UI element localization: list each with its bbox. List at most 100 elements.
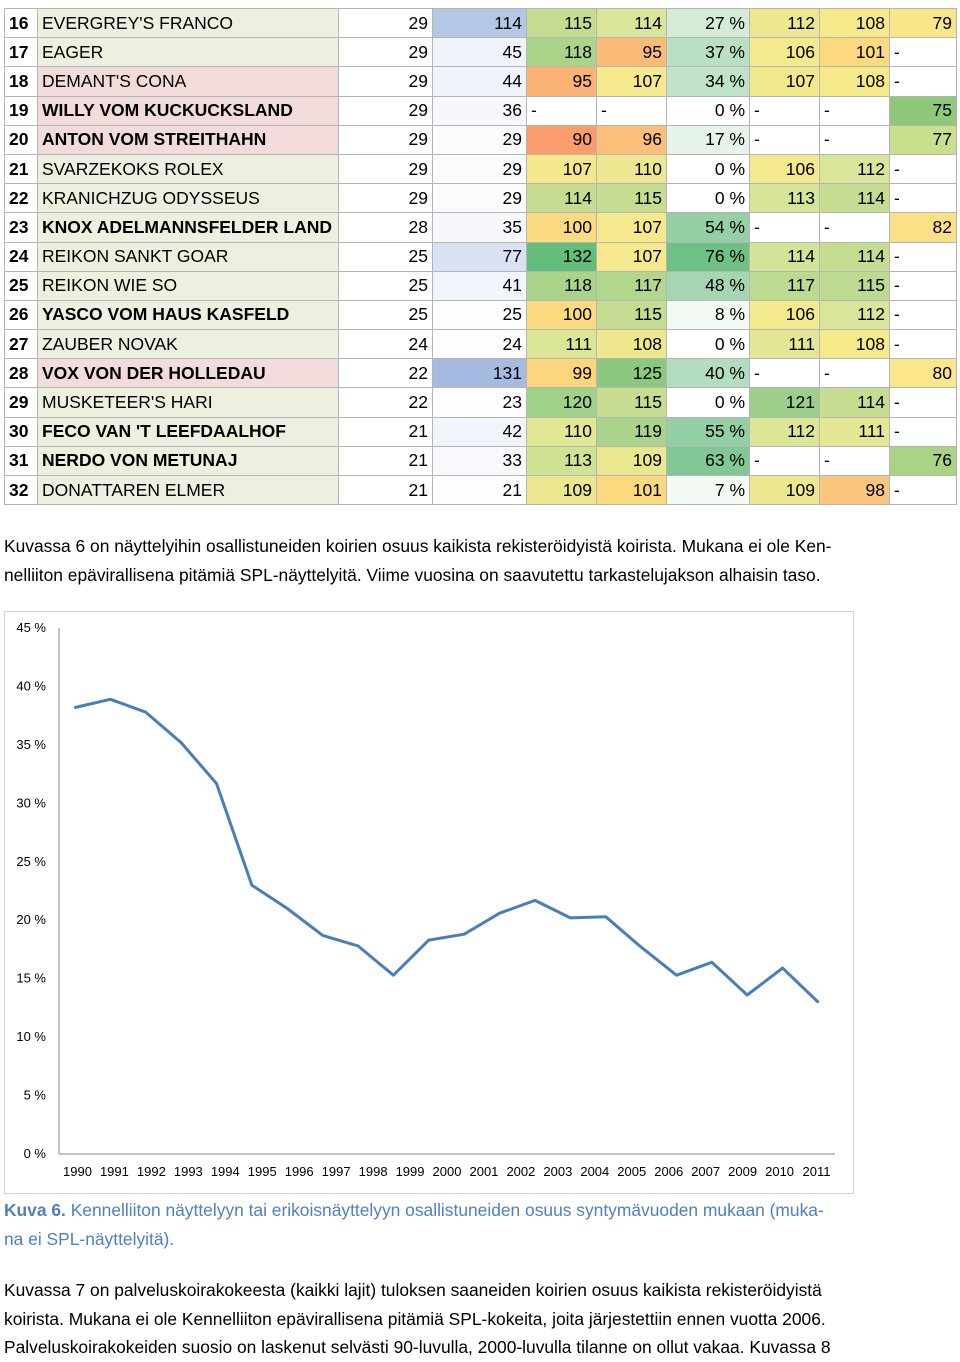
value-cell: 82 [889,212,957,243]
rank-cell: 31 [4,445,38,477]
para1-line1: Kuvassa 6 on näyttelyihin osallistuneide… [4,536,832,556]
percent-cell: 63 % [666,445,750,477]
rank-cell: 16 [4,7,38,39]
percent-cell: 0 % [666,95,750,126]
value-cell: 21 [338,416,433,447]
value-cell: 109 [596,445,667,477]
rank-cell: 27 [4,329,38,360]
x-tick-label: 1996 [285,1164,314,1179]
dog-name-cell: KRANICHZUG ODYSSEUS [37,183,339,214]
value-cell: 44 [432,66,527,97]
value-cell: 114 [432,7,527,39]
value-cell: 23 [432,387,527,418]
value-cell: 79 [889,7,957,39]
dog-name-cell: FECO VAN 'T LEEFDAALHOF [37,416,339,447]
dog-name-cell: NERDO VON METUNAJ [37,445,339,477]
value-cell: 113 [526,445,597,477]
percent-cell: 40 % [666,358,750,389]
table-row: 31 NERDO VON METUNAJ 21 33 113 109 63 % - -76 [4,445,957,477]
value-cell: - [889,153,957,185]
value-cell: 96 [596,124,667,155]
value-cell: 111 [526,329,597,360]
para3-line3: Palveluskoirakokeiden suosio on laskenut… [4,1337,831,1358]
value-cell: 107 [596,66,667,97]
data-point [781,966,784,970]
value-cell: 132 [526,241,597,272]
percent-cell: 0 % [666,329,750,360]
percent-cell: 54 % [666,212,750,243]
data-point [639,945,643,949]
value-cell: - [889,183,957,214]
value-cell: 119 [596,416,667,447]
paragraph-figure-7-intro: Kuvassa 7 on palveluskoirakokeesta (kaik… [4,1276,956,1362]
value-cell: - [889,299,957,331]
value-cell: 111 [749,329,820,360]
value-cell: 109 [749,474,820,506]
caption-label: Kuva 6. [4,1200,66,1220]
breed-stats-table: 16 EVERGREY'S FRANCO 29 114 115 114 27 % 112 108… [4,7,957,506]
x-tick-label: 2007 [691,1164,720,1179]
table-row: 26 YASCO VOM HAUS KASFELD 25 25 100 115 8 % 106… [4,299,957,331]
value-cell: 80 [889,358,957,389]
value-cell: 25 [338,241,433,272]
value-cell: 29 [432,183,527,214]
value-cell: 108 [819,7,890,39]
value-cell: 131 [432,358,527,389]
y-tick-label: 0 % [24,1146,47,1161]
dog-name-cell: EAGER [37,37,339,68]
data-point [250,884,254,887]
table-row: 22 KRANICHZUG ODYSSEUS 29 29 114 115 0 % 113 114… [4,183,957,214]
value-cell: 99 [526,358,597,389]
percent-cell: 34 % [666,66,750,97]
data-point [816,1000,820,1004]
x-tick-label: 1991 [100,1164,129,1179]
value-cell: 29 [338,66,433,97]
dog-name-cell: ZAUBER NOVAK [37,329,339,360]
table-row: 32 DONATTAREN ELMER 21 21 109 101 7 % 109 98- [4,474,957,506]
dog-name-cell: VOX VON DER HOLLEDAU [37,358,339,389]
value-cell: 120 [526,387,597,418]
value-cell: 108 [596,329,667,360]
data-point [746,993,749,997]
value-cell: 29 [338,124,433,155]
data-point [710,961,714,964]
value-cell: 98 [819,474,890,506]
value-cell: 112 [749,416,820,447]
value-cell: 25 [338,270,433,301]
percent-cell: 0 % [666,153,750,185]
x-tick-label: 2009 [728,1164,757,1179]
value-cell: - [749,445,820,477]
value-cell: 41 [432,270,527,301]
value-cell: - [749,124,820,155]
value-cell: 112 [749,7,820,39]
value-cell: 106 [749,153,820,185]
value-cell: 113 [749,183,820,214]
x-tick-label: 1997 [322,1164,351,1179]
value-cell: 95 [596,37,667,68]
rank-cell: 22 [4,183,38,214]
dog-name-cell: WILLY VOM KUCKUCKSLAND [37,95,339,126]
value-cell: 114 [749,241,820,272]
value-cell: 110 [596,153,667,185]
percent-cell: 27 % [666,7,750,39]
percent-cell: 48 % [666,270,750,301]
value-cell: 107 [526,153,597,185]
value-cell: - [889,329,957,360]
data-point [179,741,183,744]
value-cell: 118 [526,270,597,301]
value-cell: 24 [432,329,527,360]
y-tick-label: 45 % [16,620,46,635]
table-row: 30 FECO VAN 'T LEEFDAALHOF 21 42 110 119 55 % 1… [4,416,957,447]
data-point [569,916,572,920]
data-point [604,915,607,918]
value-cell: 29 [338,183,433,214]
x-tick-label: 2002 [506,1164,535,1179]
table-row: 27 ZAUBER NOVAK 24 24 111 108 0 % 111 108- [4,329,957,360]
value-cell: 21 [338,474,433,506]
value-cell: - [749,358,820,389]
value-cell: - [889,270,957,301]
value-cell: 77 [432,241,527,272]
y-tick-label: 35 % [16,737,46,752]
value-cell: 114 [526,183,597,214]
rank-cell: 25 [4,270,38,301]
